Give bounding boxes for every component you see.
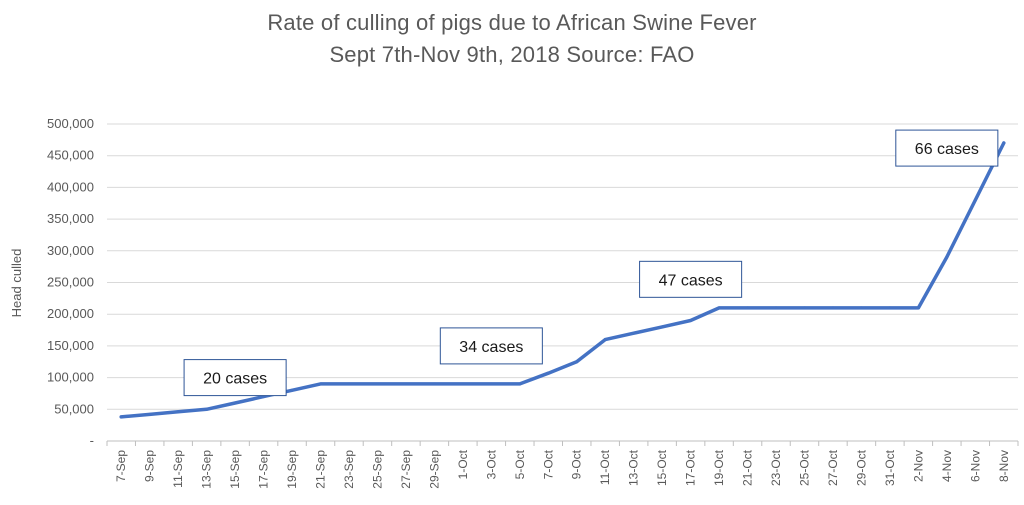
x-tick-label: 27-Sep: [399, 450, 413, 489]
data-point: [859, 306, 863, 310]
y-tick-label: 50,000: [54, 401, 94, 416]
data-point: [205, 407, 209, 411]
x-tick-label: 23-Sep: [342, 450, 356, 489]
y-tick-label: -: [90, 433, 94, 448]
annotation-frame: [639, 260, 743, 298]
x-tick-label: 6-Nov: [968, 450, 982, 482]
annotation-box: 47 cases: [639, 260, 743, 298]
y-axis-label: Head culled: [9, 249, 24, 318]
data-point: [404, 382, 408, 386]
y-tick-label: 200,000: [47, 306, 94, 321]
annotation-frame: [183, 359, 287, 397]
data-point: [290, 388, 294, 392]
x-tick-label: 23-Oct: [769, 449, 783, 486]
chart-subtitle: Sept 7th-Nov 9th, 2018 Source: FAO: [329, 42, 695, 67]
data-point: [148, 412, 152, 416]
data-point: [632, 331, 636, 335]
data-point: [461, 382, 465, 386]
annotation-label: 20 cases: [203, 371, 267, 388]
x-tick-label: 7-Oct: [541, 449, 555, 479]
x-tick-label: 29-Oct: [854, 449, 868, 486]
y-tick-label: 400,000: [47, 179, 94, 194]
data-point: [432, 382, 436, 386]
x-tick-label: 11-Sep: [171, 450, 185, 488]
x-tick-label: 17-Oct: [684, 449, 698, 486]
x-tick-label: 11-Oct: [598, 449, 612, 485]
data-point: [375, 382, 379, 386]
data-point: [319, 382, 323, 386]
data-point: [717, 306, 721, 310]
data-point: [802, 306, 806, 310]
data-point: [916, 306, 920, 310]
data-point: [689, 319, 693, 323]
data-point: [1002, 141, 1006, 145]
annotations: 20 cases 34 cases 47 cases 66 cases: [183, 129, 999, 397]
x-tick-label: 29-Sep: [427, 450, 441, 489]
x-tick-label: 3-Oct: [484, 449, 498, 479]
y-axis-tick-labels: - 50,000 100,000 150,000 200,000 250,000 300,0…: [47, 116, 94, 448]
data-point: [746, 306, 750, 310]
x-axis-tick-labels: 7-Sep 9-Sep 11-Sep 13-Sep 15-Sep 17-Sep 19-Sep…: [106, 441, 1019, 489]
annotation-box: 34 cases: [439, 327, 543, 365]
data-point: [774, 306, 778, 310]
x-tick-label: 9-Sep: [143, 450, 157, 482]
annotation-frame: [895, 129, 999, 167]
x-tick-label: 1-Oct: [456, 449, 470, 479]
x-tick-label: 13-Oct: [627, 449, 641, 486]
annotation-label: 34 cases: [459, 339, 523, 356]
y-tick-label: 350,000: [47, 211, 94, 226]
x-tick-label: 4-Nov: [940, 450, 954, 482]
data-point: [888, 306, 892, 310]
annotation-frame: [439, 327, 543, 365]
y-tick-label: 500,000: [47, 116, 94, 131]
data-point: [518, 382, 522, 386]
data-point: [489, 382, 493, 386]
x-tick-label: 21-Sep: [314, 450, 328, 489]
y-tick-label: 150,000: [47, 338, 94, 353]
data-point: [233, 401, 237, 405]
y-tick-label: 450,000: [47, 148, 94, 163]
x-tick-label: 17-Sep: [257, 450, 271, 489]
data-point: [575, 360, 579, 364]
data-point: [546, 371, 550, 375]
x-tick-label: 8-Nov: [997, 450, 1011, 482]
data-point: [119, 415, 123, 419]
x-tick-label: 5-Oct: [513, 449, 527, 479]
data-point: [945, 255, 949, 259]
x-tick-label: 2-Nov: [911, 450, 925, 482]
data-point: [660, 325, 664, 329]
x-tick-label: 13-Sep: [200, 450, 214, 489]
y-tick-label: 300,000: [47, 243, 94, 258]
gridlines: [107, 123, 1018, 442]
x-tick-label: 15-Oct: [655, 449, 669, 486]
annotation-box: 66 cases: [895, 129, 999, 167]
y-tick-label: 100,000: [47, 370, 94, 385]
y-tick-label: 250,000: [47, 275, 94, 290]
x-tick-label: 21-Oct: [741, 449, 755, 486]
x-tick-label: 9-Oct: [570, 449, 584, 479]
data-point: [831, 306, 835, 310]
x-tick-label: 27-Oct: [826, 449, 840, 486]
x-tick-label: 19-Oct: [712, 449, 726, 486]
annotation-label: 66 cases: [915, 141, 979, 158]
data-point: [603, 338, 607, 342]
x-tick-label: 15-Sep: [228, 450, 242, 489]
x-tick-label: 25-Oct: [797, 449, 811, 486]
x-tick-label: 31-Oct: [883, 449, 897, 486]
annotation-box: 20 cases: [183, 359, 287, 397]
chart-title: Rate of culling of pigs due to African S…: [267, 10, 757, 35]
data-point: [973, 198, 977, 202]
data-point: [176, 410, 180, 414]
x-tick-label: 19-Sep: [285, 450, 299, 489]
annotation-label: 47 cases: [659, 272, 723, 289]
x-tick-label: 25-Sep: [370, 450, 384, 489]
data-point: [347, 382, 351, 386]
x-tick-label: 7-Sep: [114, 450, 128, 482]
